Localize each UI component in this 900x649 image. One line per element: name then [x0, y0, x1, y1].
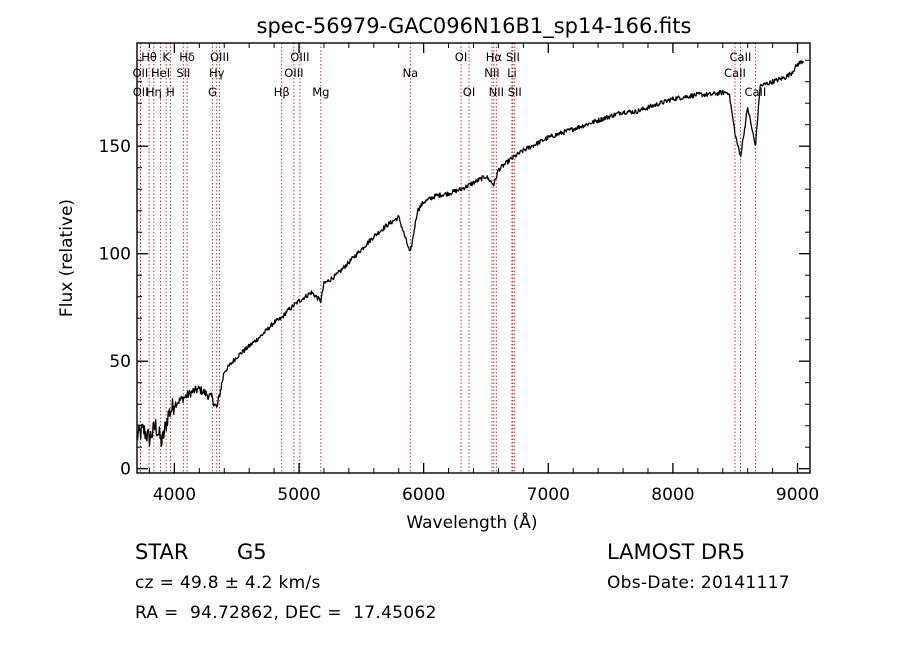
obs-date: Obs-Date: 20141117: [607, 573, 790, 593]
chart-title: spec-56979-GAC096N16B1_sp14-166.fits: [257, 14, 692, 39]
plot-frame: [136, 42, 811, 474]
x-tick-label: 7000: [527, 485, 570, 505]
emission-line-label: Mg: [312, 85, 329, 99]
emission-line-label: Hδ: [179, 50, 195, 64]
emission-line-label: SII: [506, 50, 520, 64]
emission-line-label: Hα: [486, 50, 503, 64]
emission-line-label: Na: [402, 66, 418, 80]
emission-line-label: OII: [132, 66, 148, 80]
y-axis: 0 50 100 150: [99, 59, 810, 480]
emission-line-label: Hγ: [209, 66, 225, 80]
emission-line-label: CaII: [724, 66, 746, 80]
emission-line-label: Hβ: [274, 85, 290, 99]
emission-line-label: SII: [176, 66, 190, 80]
emission-line-label: OIII: [290, 50, 309, 64]
emission-line-label: SII: [508, 85, 522, 99]
emission-line-label: OIII: [210, 50, 229, 64]
emission-line-label: HeI: [151, 66, 170, 80]
y-tick-label: 50: [109, 352, 131, 372]
spectrum-series-line: [136, 60, 805, 448]
x-tick-label: 4000: [153, 485, 196, 505]
emission-line-label: NII: [484, 66, 499, 80]
emission-line-label: Hη: [146, 85, 162, 99]
emission-line-label: H: [166, 85, 175, 99]
y-axis-label: Flux (relative): [57, 199, 77, 317]
emission-line-label: Hθ: [141, 50, 157, 64]
object-class: STAR: [135, 540, 189, 564]
y-tick-label: 0: [120, 460, 131, 480]
x-axis-label: Wavelength (Å): [406, 511, 537, 533]
coordinates: RA = 94.72862, DEC = 17.45062: [135, 603, 437, 623]
x-tick-label: 5000: [277, 485, 320, 505]
emission-line-label: CaII: [744, 85, 766, 99]
x-axis: 4000 5000 6000 7000 8000 9000: [148, 43, 819, 505]
y-tick-label: 150: [99, 137, 131, 157]
spectral-subclass: G5: [237, 540, 267, 564]
y-tick-label: 100: [99, 245, 131, 265]
emission-line-label: OI: [455, 50, 467, 64]
emission-line-label: K: [162, 50, 170, 64]
emission-line-markers: [139, 43, 756, 473]
emission-line-label: NII: [489, 85, 504, 99]
x-tick-label: 9000: [776, 485, 819, 505]
emission-line-label: OIII: [284, 66, 303, 80]
redshift-value: cz = 49.8 ± 4.2 km/s: [135, 573, 321, 593]
x-tick-label: 8000: [651, 485, 694, 505]
emission-line-label: Li: [507, 66, 517, 80]
emission-line-label: G: [208, 85, 217, 99]
x-tick-label: 6000: [402, 485, 445, 505]
emission-line-label: CaII: [730, 50, 752, 64]
survey-label: LAMOST DR5: [607, 540, 746, 564]
emission-line-label: OI: [463, 85, 475, 99]
